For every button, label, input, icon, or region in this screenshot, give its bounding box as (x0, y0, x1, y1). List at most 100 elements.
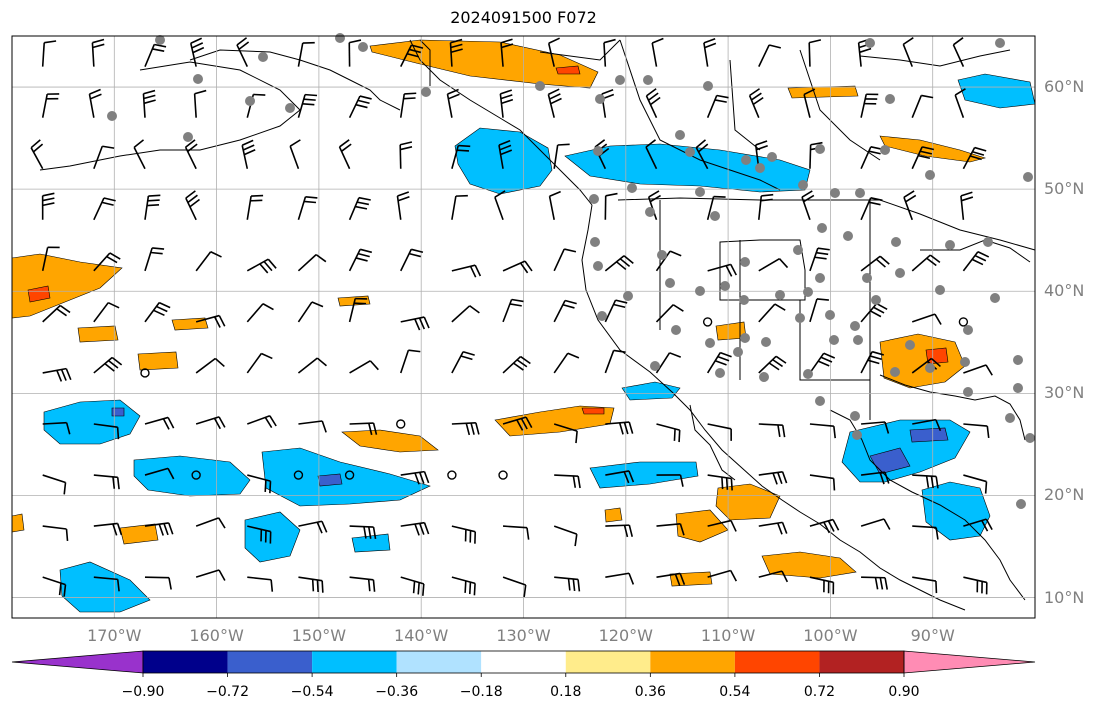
wind-barb-staff (656, 522, 681, 527)
station-dot (627, 183, 637, 193)
wind-barb (499, 89, 514, 118)
wind-barb (349, 525, 377, 540)
anomaly-region-0 (369, 39, 599, 89)
wind-barb-feather (469, 265, 477, 278)
station-dot (675, 130, 685, 140)
wind-barb (809, 576, 835, 595)
wind-barb-feather (42, 202, 55, 207)
wind-barb (809, 423, 836, 439)
wind-barb-feather (669, 250, 682, 257)
wind-barb-feather (218, 416, 226, 428)
wind-barb-feather (832, 519, 840, 531)
wind-barb-feather (721, 477, 724, 490)
wind-barb-feather (749, 88, 760, 97)
wind-barb-feather (112, 476, 116, 489)
coastline-segment-1 (581, 204, 966, 611)
wind-barb (604, 349, 626, 374)
station-dot (645, 207, 655, 217)
wind-barb-feather (158, 523, 164, 536)
wind-barb (144, 467, 175, 480)
wind-barb-feather (302, 103, 315, 106)
wind-barb (184, 139, 198, 170)
wind-barb-feather (116, 579, 120, 592)
anomaly-region-28 (909, 427, 949, 443)
station-dot (775, 290, 785, 300)
wind-barb-feather (456, 149, 470, 152)
wind-barb-staff (297, 94, 306, 118)
colorbar-swatch-3 (312, 651, 397, 673)
wind-barb-feather (311, 579, 315, 592)
wind-barb (298, 420, 327, 433)
wind-barb (707, 569, 738, 582)
coastline-segment-2 (689, 404, 736, 481)
wind-barb-staff (758, 355, 777, 374)
wind-barb-staff (451, 525, 476, 533)
wind-barb-feather (520, 418, 528, 430)
wind-barb-feather (679, 474, 684, 487)
station-dot (815, 144, 825, 154)
wind-barb-feather (90, 93, 102, 100)
wind-barb-feather (809, 39, 822, 44)
colorbar-extend-low (11, 650, 144, 674)
wind-barb (912, 418, 942, 432)
wind-barb-feather (679, 523, 685, 536)
wind-barb-staff (952, 44, 965, 67)
wind-barb-feather (918, 154, 931, 160)
wind-barb (801, 190, 815, 221)
station-dot (798, 180, 808, 190)
wind-barb-staff (603, 42, 607, 67)
station-dot (925, 363, 935, 373)
wind-barb (42, 304, 71, 323)
wind-barb-feather (191, 42, 204, 49)
wind-barb-feather (65, 422, 71, 435)
wind-barb-feather (418, 317, 426, 330)
wind-barb (911, 94, 934, 118)
wind-barb-staff (911, 95, 923, 118)
wind-barb-feather (871, 350, 884, 356)
wind-barb-feather (156, 305, 168, 313)
wind-barb-feather (422, 583, 425, 596)
wind-barb-staff (195, 357, 216, 374)
wind-barb-staff (451, 351, 464, 374)
wind-barb-feather (259, 263, 269, 274)
wind-barb-staff (902, 44, 913, 67)
wind-barb-staff (554, 474, 579, 477)
anomaly-region-34 (761, 551, 857, 579)
wind-barb (553, 299, 577, 323)
wind-barb-staff (195, 569, 220, 578)
wind-barb-staff (604, 299, 617, 323)
station-dot (589, 194, 599, 204)
wind-barb-feather (168, 577, 172, 590)
latitude-label-10: 10°N (1044, 587, 1085, 607)
wind-barb-staff (30, 147, 44, 170)
longitude-label-90: 90°W (910, 626, 955, 645)
wind-barb-feather (261, 352, 273, 360)
wind-barb-feather (153, 309, 165, 317)
wind-barb-feather (960, 191, 973, 197)
wind-barb (91, 38, 105, 67)
wind-barb (348, 95, 372, 119)
coastline-segment-9 (39, 61, 301, 171)
station-dot (963, 325, 973, 335)
wind-barb-staff (912, 576, 937, 582)
wind-barb (757, 193, 774, 220)
wind-barb (399, 349, 421, 374)
wind-barb-feather (358, 196, 371, 201)
station-dot (829, 335, 839, 345)
colorbar-swatch-4 (396, 651, 482, 673)
wind-barb-staff (289, 145, 300, 170)
longitude-label-150: 150°W (291, 626, 347, 645)
wind-barb-staff (195, 251, 212, 272)
wind-barb (656, 474, 684, 487)
longitude-label-160: 160°W (189, 626, 244, 645)
wind-barb (297, 254, 327, 272)
wind-barb-staff (348, 95, 361, 119)
wind-barb-feather (884, 577, 889, 590)
wind-barb-feather (756, 145, 768, 151)
wind-barb-feather (673, 428, 676, 441)
wind-barb-feather (400, 141, 413, 146)
wind-barb (605, 524, 634, 538)
wind-barb-feather (883, 518, 891, 530)
wind-barb-staff (553, 352, 569, 374)
wind-barb-feather (315, 254, 327, 263)
